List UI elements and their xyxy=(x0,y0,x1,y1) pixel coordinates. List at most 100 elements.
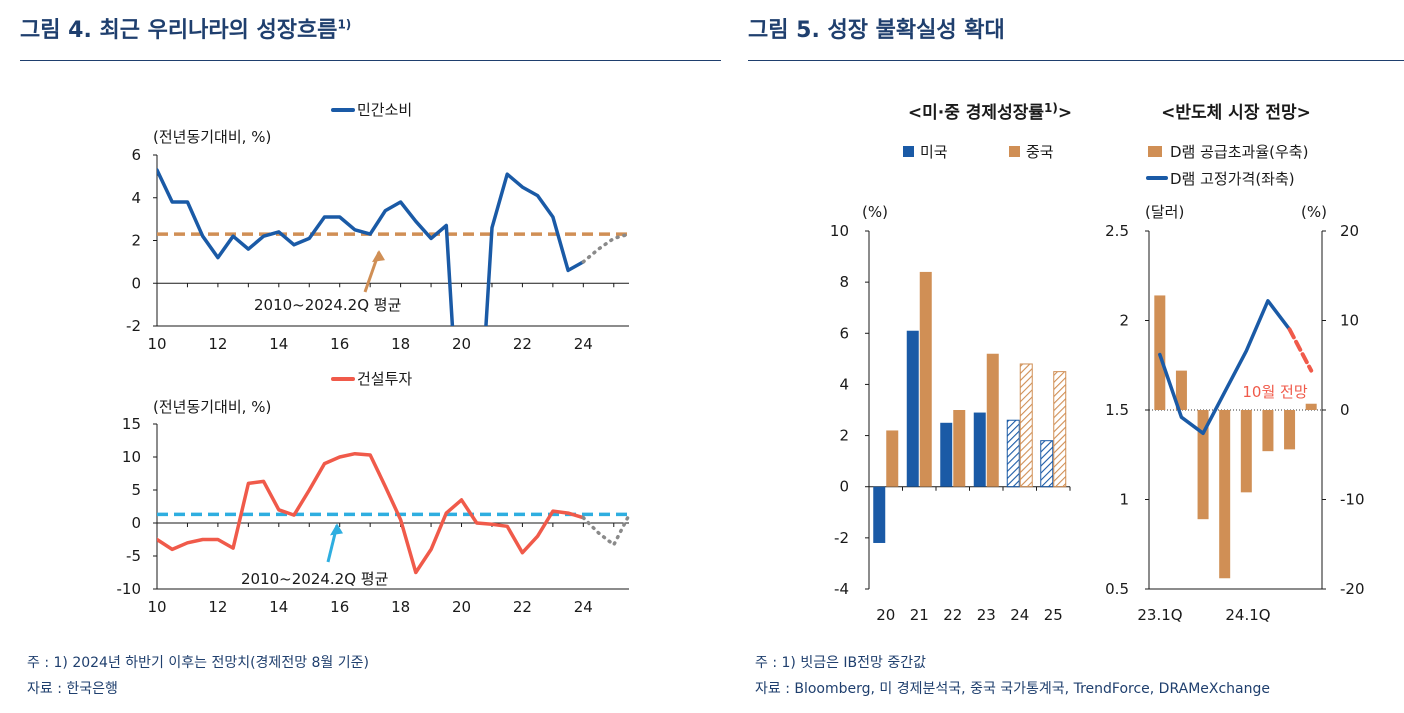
construction-y-tick-label: -5 xyxy=(126,547,141,565)
us-china-growth-bar-us xyxy=(906,330,919,487)
us-china-growth-legend-us-swatch xyxy=(903,146,914,157)
figure-4-title-text: 그림 4. 최근 우리나라의 성장흐름 xyxy=(20,18,338,43)
construction-x-tick-label: 20 xyxy=(452,598,471,616)
us-china-growth-y-tick-label: 8 xyxy=(839,273,849,291)
semiconductor-x-tick-label: 24.1Q xyxy=(1225,606,1270,624)
semiconductor-forecast-line xyxy=(1287,327,1314,373)
us-china-growth-bar-cn xyxy=(919,271,932,487)
figure-4-title: 그림 4. 최근 우리나라의 성장흐름1) xyxy=(20,12,351,44)
construction-x-tick-label: 16 xyxy=(330,598,349,616)
us-china-growth-bar-us xyxy=(973,412,986,487)
us-china-growth-legend-cn-label: 중국 xyxy=(1026,143,1054,161)
consumption-average-label: 2010~2024.2Q 평균 xyxy=(254,296,402,314)
construction-x-tick-label: 10 xyxy=(147,598,166,616)
us-china-growth-y-tick-label: 10 xyxy=(830,222,849,240)
us-china-growth-y-tick-label: 0 xyxy=(839,478,849,496)
consumption-y-tick-label: 2 xyxy=(131,232,141,250)
figure-5-footnote: 주 : 1) 빗금은 IB전망 중간값 xyxy=(755,655,926,671)
semiconductor-left-unit: (달러) xyxy=(1145,203,1184,221)
semiconductor-bar xyxy=(1219,410,1231,579)
us-china-growth-legend-cn-swatch xyxy=(1009,146,1020,157)
semiconductor-left-tick-label: 2 xyxy=(1119,312,1129,330)
us-china-growth-bar-us xyxy=(1040,440,1054,488)
semiconductor-bar xyxy=(1305,403,1317,410)
us-china-growth-bar-us xyxy=(1006,419,1020,488)
consumption-y-tick-label: 0 xyxy=(131,274,141,292)
construction-x-tick-label: 14 xyxy=(269,598,288,616)
semiconductor-bar xyxy=(1197,410,1209,520)
figure-4-source: 자료 : 한국은행 xyxy=(27,681,118,697)
construction-series-line xyxy=(157,451,586,575)
us-china-growth-y-tick-label: 6 xyxy=(839,324,849,342)
us-china-growth-bar-us xyxy=(873,486,886,543)
semiconductor-bar xyxy=(1240,410,1252,493)
construction-y-tick-label: 0 xyxy=(131,514,141,532)
semiconductor-right-tick-label: 0 xyxy=(1340,401,1350,419)
construction-forecast-line xyxy=(581,513,631,547)
construction-y-tick-label: -10 xyxy=(117,580,142,598)
consumption-legend-label: 민간소비 xyxy=(357,101,412,119)
us-china-growth-bar-cn xyxy=(986,353,999,487)
construction-y-tick-label: 10 xyxy=(122,448,141,466)
consumption-series-line xyxy=(157,168,586,326)
figure-4-title-sup: 1) xyxy=(337,17,352,32)
consumption-x-tick-label: 18 xyxy=(391,335,410,353)
us-china-growth-y-tick-label: 4 xyxy=(839,375,849,393)
consumption-forecast-line xyxy=(581,232,631,264)
consumption-x-tick-label: 22 xyxy=(513,335,532,353)
consumption-average-arrowhead xyxy=(372,250,385,263)
us-china-growth-y-tick-label: 2 xyxy=(839,427,849,445)
construction-y-tick-label: 5 xyxy=(131,481,141,499)
figure-4-rule xyxy=(20,60,721,61)
consumption-x-tick-label: 24 xyxy=(574,335,593,353)
us-china-growth-bar-cn xyxy=(953,410,966,487)
consumption-y-tick-label: -2 xyxy=(126,317,141,335)
us-china-growth-bar-us xyxy=(940,422,953,487)
semiconductor-price-line xyxy=(1158,299,1292,436)
us-china-growth-x-tick-label: 25 xyxy=(1044,606,1063,624)
us-china-growth-bar-cn xyxy=(1019,363,1033,488)
us-china-growth-y-tick-label: -4 xyxy=(834,580,849,598)
us-china-growth-x-tick-label: 20 xyxy=(876,606,895,624)
construction-legend-label: 건설투자 xyxy=(357,370,412,388)
figure-5-source: 자료 : Bloomberg, 미 경제분석국, 중국 국가통계국, Trend… xyxy=(755,681,1270,697)
semiconductor-x-tick-label: 23.1Q xyxy=(1137,606,1182,624)
figure-5-title: 그림 5. 성장 불확실성 확대 xyxy=(748,18,1005,43)
consumption-y-unit: (전년동기대비, %) xyxy=(153,128,271,146)
semiconductor-left-tick-label: 1.5 xyxy=(1105,401,1129,419)
semiconductor-right-unit: (%) xyxy=(1301,203,1327,221)
consumption-y-tick-label: 6 xyxy=(131,146,141,164)
us-china-growth-title: <미·중 경제성장률1)> xyxy=(908,101,1072,123)
us-china-growth-legend-us-label: 미국 xyxy=(920,143,948,161)
figure-4-footnote: 주 : 1) 2024년 하반기 이후는 전망치(경제전망 8월 기준) xyxy=(27,655,369,671)
us-china-growth-x-tick-label: 22 xyxy=(943,606,962,624)
consumption-x-tick-label: 20 xyxy=(452,335,471,353)
us-china-growth-bar-cn xyxy=(1053,371,1067,488)
us-china-growth-bar-cn xyxy=(886,430,899,487)
consumption-x-tick-label: 12 xyxy=(208,335,227,353)
semiconductor-bar xyxy=(1175,370,1187,410)
semiconductor-legend-line-label: D램 고정가격(좌축) xyxy=(1170,170,1295,188)
semiconductor-bar xyxy=(1262,410,1274,452)
construction-average-label: 2010~2024.2Q 평균 xyxy=(241,570,389,588)
construction-x-tick-label: 18 xyxy=(391,598,410,616)
figure-5-rule xyxy=(748,60,1404,61)
construction-average-arrowhead xyxy=(330,523,343,536)
semiconductor-right-tick-label: 10 xyxy=(1340,312,1359,330)
semiconductor-left-tick-label: 1 xyxy=(1119,491,1129,509)
construction-x-tick-label: 12 xyxy=(208,598,227,616)
semiconductor-legend-bar-swatch xyxy=(1148,146,1162,157)
construction-x-tick-label: 22 xyxy=(513,598,532,616)
construction-x-tick-label: 24 xyxy=(574,598,593,616)
us-china-growth-x-tick-label: 24 xyxy=(1010,606,1029,624)
consumption-x-tick-label: 10 xyxy=(147,335,166,353)
us-china-growth-x-tick-label: 23 xyxy=(977,606,996,624)
semiconductor-left-tick-label: 0.5 xyxy=(1105,580,1129,598)
semiconductor-bar xyxy=(1154,295,1166,410)
us-china-growth-y-tick-label: -2 xyxy=(834,529,849,547)
semiconductor-legend-bar-label: D램 공급초과율(우축) xyxy=(1170,143,1308,161)
consumption-y-tick-label: 4 xyxy=(131,189,141,207)
semiconductor-right-tick-label: -10 xyxy=(1340,491,1365,509)
construction-y-tick-label: 15 xyxy=(122,415,141,433)
